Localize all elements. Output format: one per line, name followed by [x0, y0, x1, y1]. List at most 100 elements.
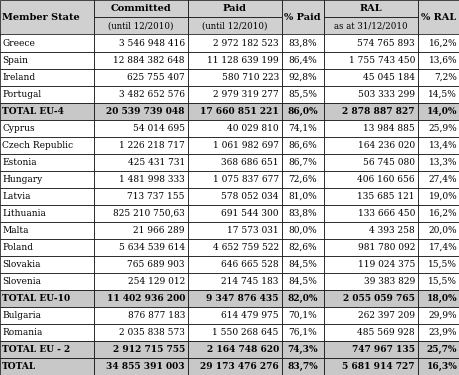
Text: 406 160 656: 406 160 656: [357, 175, 414, 184]
Text: Slovenia: Slovenia: [2, 277, 41, 286]
Bar: [281, 205, 323, 222]
Bar: [187, 188, 281, 205]
Bar: [323, 136, 417, 154]
Bar: [281, 171, 323, 188]
Bar: [323, 103, 417, 120]
Bar: [187, 136, 281, 154]
Bar: [94, 341, 187, 358]
Text: 29 173 476 276: 29 173 476 276: [200, 362, 278, 371]
Bar: [0, 34, 94, 51]
Text: 21 966 289: 21 966 289: [133, 226, 185, 235]
Text: 39 383 829: 39 383 829: [363, 277, 414, 286]
Bar: [281, 341, 323, 358]
Text: 20 539 739 048: 20 539 739 048: [106, 106, 185, 116]
Bar: [417, 34, 459, 51]
Text: 5 634 539 614: 5 634 539 614: [118, 243, 185, 252]
Text: 16,2%: 16,2%: [428, 209, 456, 218]
Text: TOTAL: TOTAL: [2, 362, 36, 371]
Text: 13 984 885: 13 984 885: [363, 124, 414, 133]
Bar: [94, 239, 187, 256]
Text: 13,6%: 13,6%: [428, 56, 456, 64]
Text: Malta: Malta: [2, 226, 29, 235]
Bar: [323, 171, 417, 188]
Bar: [0, 239, 94, 256]
Bar: [281, 154, 323, 171]
Text: 7,2%: 7,2%: [433, 72, 456, 81]
Bar: [0, 188, 94, 205]
Bar: [187, 324, 281, 341]
Text: 84,5%: 84,5%: [288, 260, 317, 269]
Text: 691 544 300: 691 544 300: [221, 209, 278, 218]
Bar: [94, 154, 187, 171]
Bar: [417, 239, 459, 256]
Bar: [0, 273, 94, 290]
Text: 2 164 748 620: 2 164 748 620: [206, 345, 278, 354]
Bar: [94, 51, 187, 69]
Text: 86,4%: 86,4%: [288, 56, 316, 64]
Bar: [187, 34, 281, 51]
Bar: [187, 51, 281, 69]
Bar: [94, 273, 187, 290]
Text: 765 689 903: 765 689 903: [127, 260, 185, 269]
Text: 81,0%: 81,0%: [288, 192, 316, 201]
Text: 4 652 759 522: 4 652 759 522: [212, 243, 278, 252]
Text: 17 573 031: 17 573 031: [227, 226, 278, 235]
Text: 574 765 893: 574 765 893: [357, 39, 414, 48]
Text: 70,1%: 70,1%: [288, 311, 316, 320]
Bar: [281, 273, 323, 290]
Text: 16,3%: 16,3%: [425, 362, 456, 371]
Bar: [417, 307, 459, 324]
Text: 2 878 887 827: 2 878 887 827: [342, 106, 414, 116]
Text: Committed: Committed: [110, 4, 171, 13]
Text: 14,0%: 14,0%: [426, 106, 456, 116]
Bar: [187, 154, 281, 171]
Text: Ireland: Ireland: [2, 72, 35, 81]
Bar: [94, 358, 187, 375]
Bar: [0, 307, 94, 324]
Text: Estonia: Estonia: [2, 158, 37, 166]
Bar: [417, 205, 459, 222]
Text: Paid: Paid: [222, 4, 246, 13]
Text: 86,0%: 86,0%: [287, 106, 317, 116]
Bar: [281, 86, 323, 103]
Bar: [0, 290, 94, 307]
Bar: [323, 239, 417, 256]
Bar: [323, 188, 417, 205]
Bar: [0, 222, 94, 239]
Bar: [417, 136, 459, 154]
Text: 15,5%: 15,5%: [427, 260, 456, 269]
Bar: [417, 86, 459, 103]
Text: 214 745 183: 214 745 183: [221, 277, 278, 286]
Bar: [0, 341, 94, 358]
Bar: [94, 205, 187, 222]
Bar: [281, 324, 323, 341]
Bar: [94, 222, 187, 239]
Text: % Paid: % Paid: [284, 13, 320, 22]
Text: 133 666 450: 133 666 450: [357, 209, 414, 218]
Bar: [94, 34, 187, 51]
Text: 76,1%: 76,1%: [288, 328, 316, 337]
Text: TOTAL EU - 2: TOTAL EU - 2: [2, 345, 70, 354]
Text: 11 402 936 200: 11 402 936 200: [106, 294, 185, 303]
Text: 578 052 034: 578 052 034: [221, 192, 278, 201]
Text: 1 755 743 450: 1 755 743 450: [348, 56, 414, 64]
Text: Cyprus: Cyprus: [2, 124, 35, 133]
Text: 13,4%: 13,4%: [428, 141, 456, 150]
Bar: [323, 307, 417, 324]
Bar: [0, 86, 94, 103]
Text: 747 967 135: 747 967 135: [351, 345, 414, 354]
Text: 503 333 299: 503 333 299: [357, 90, 414, 99]
Bar: [94, 256, 187, 273]
Bar: [187, 290, 281, 307]
Text: 83,8%: 83,8%: [288, 209, 316, 218]
Text: 1 075 837 677: 1 075 837 677: [212, 175, 278, 184]
Text: 262 397 209: 262 397 209: [357, 311, 414, 320]
Bar: [281, 136, 323, 154]
Bar: [417, 51, 459, 69]
Text: 19,0%: 19,0%: [428, 192, 456, 201]
Text: 40 029 810: 40 029 810: [227, 124, 278, 133]
Text: 17,4%: 17,4%: [428, 243, 456, 252]
Bar: [187, 171, 281, 188]
Text: Latvia: Latvia: [2, 192, 31, 201]
Text: TOTAL EU-10: TOTAL EU-10: [2, 294, 70, 303]
